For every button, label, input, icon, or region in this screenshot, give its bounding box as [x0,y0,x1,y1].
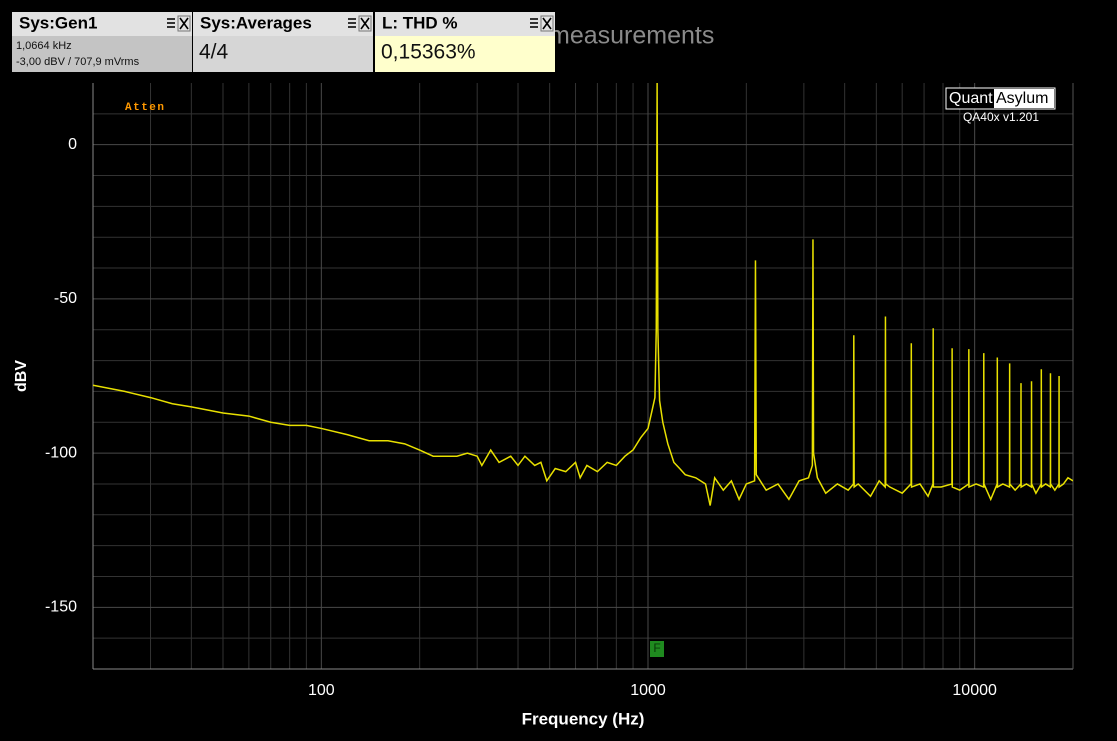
widget-value: 4/4 [199,41,229,64]
marker-label[interactable]: F [653,641,660,655]
widget-value: -3,00 dBV / 707,9 mVrms [16,56,140,68]
x-tick-label: 1000 [630,682,666,699]
widget-header [193,12,373,36]
widget-value: 0,15363% [381,41,476,64]
x-tick-label: 100 [308,682,335,699]
version-label: QA40x v1.201 [963,110,1039,124]
y-tick-label: 0 [68,136,77,153]
widget-bar: Sys:Gen1 1,0664 kHz -3,00 dBV / 707,9 mVrm… [12,12,555,72]
y-tick-label: -50 [54,290,77,307]
widget-title: L: THD % [382,13,458,32]
widget-body [193,36,373,72]
logo-part: Quant [949,90,993,107]
y-tick-label: -150 [45,599,77,616]
x-tick-label: 10000 [952,682,997,699]
widget-title: Sys:Gen1 [19,13,97,32]
widget-header [375,12,555,36]
y-axis-label: dBV [13,360,30,392]
logo-part: Asylum [996,90,1048,107]
marker-box[interactable] [650,641,664,657]
annotation: Atten [125,102,166,114]
widget-body [12,36,192,72]
widget-header [12,12,192,36]
widget-body [375,36,555,72]
chart-title: measurements [549,22,714,50]
x-axis-label: Frequency (Hz) [522,709,645,728]
close-icon[interactable] [360,17,370,30]
widget[interactable]: L: THD % 0,15363% [375,12,555,72]
spectrum-line [93,83,1073,506]
close-icon[interactable] [542,17,552,30]
widget[interactable]: Sys:Gen1 1,0664 kHz -3,00 dBV / 707,9 mVrm… [12,12,192,72]
widget-title: Sys:Averages [200,13,312,32]
widget[interactable]: Sys:Averages 4/4 [193,12,373,72]
y-tick-label: -100 [45,444,77,461]
close-icon[interactable] [179,17,189,30]
widget-value: 1,0664 kHz [16,40,72,52]
plot: 100 1000 10000 0 -50 -100 -150 Frequency (Hz) dB… [13,83,1074,728]
logo-box [994,89,1054,108]
